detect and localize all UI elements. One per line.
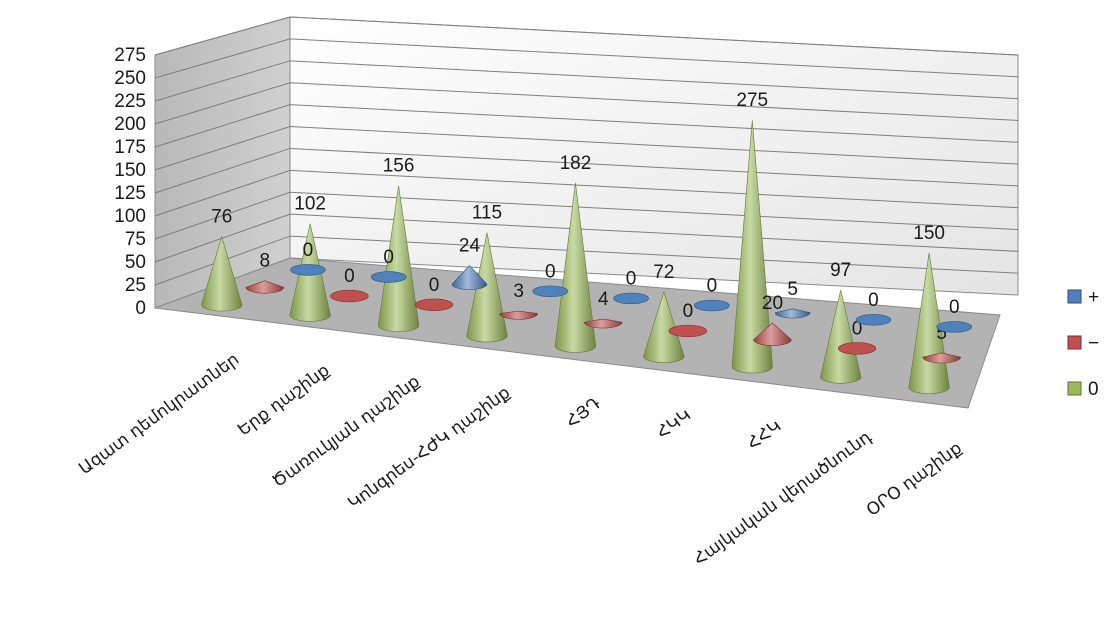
data-label: 4	[598, 289, 609, 310]
y-tick-label: 100	[114, 206, 146, 227]
data-label: 0	[949, 297, 960, 318]
data-label: 275	[736, 90, 768, 111]
gridline	[154, 38, 1019, 79]
gridlines	[154, 16, 1019, 286]
data-label: 156	[383, 156, 415, 177]
cone-mark	[668, 324, 708, 338]
legend-item: +	[1067, 287, 1099, 308]
data-label: 0	[626, 268, 637, 289]
cone-mark	[922, 352, 961, 364]
cone-mark	[774, 308, 811, 319]
legend-swatch	[1067, 335, 1082, 350]
legend: + − 0	[1067, 287, 1099, 400]
cone-mark	[499, 310, 538, 320]
legend-item: 0	[1067, 379, 1099, 400]
cone-mark	[245, 280, 285, 294]
cone-mark	[370, 271, 407, 283]
data-label: 24	[459, 236, 481, 257]
y-tick-label: 25	[125, 275, 146, 296]
gridline	[154, 60, 1019, 102]
legend-label: −	[1088, 333, 1099, 354]
y-tick-label: 0	[135, 298, 146, 319]
gridline	[154, 16, 1019, 56]
cone-mark	[201, 235, 243, 312]
cone-mark	[377, 185, 420, 333]
data-label: 0	[344, 266, 355, 287]
cone-mark	[451, 265, 488, 290]
data-label: 0	[429, 275, 440, 296]
cone-mark	[414, 298, 454, 311]
y-tick-label: 175	[114, 137, 146, 158]
y-tick-label: 225	[114, 91, 146, 112]
data-label: 97	[830, 260, 851, 281]
data-label: 182	[560, 153, 592, 174]
data-label: 150	[913, 223, 945, 244]
x-category-label: Ազատ դեմոկրատներ	[75, 349, 243, 479]
data-label: 20	[762, 293, 783, 314]
y-tick-label: 125	[114, 183, 146, 204]
y-tick-label: 50	[125, 252, 146, 273]
cone-mark	[613, 292, 649, 305]
gridline	[154, 235, 1019, 286]
y-tick-label: 75	[125, 229, 146, 250]
data-label: 0	[683, 301, 694, 322]
cone-mark	[584, 318, 623, 329]
data-label: 0	[545, 261, 556, 282]
cone-mark	[290, 264, 326, 276]
data-label: 102	[294, 194, 326, 215]
data-label: 0	[383, 247, 394, 268]
legend-swatch	[1067, 289, 1082, 304]
data-label: 76	[211, 207, 232, 228]
x-category-label: Երք դաշինք	[234, 361, 333, 441]
cone-mark	[837, 342, 877, 355]
x-category-label: Հայկական վերածնունդ	[690, 427, 876, 570]
x-category-label: ՕՐՕ դաշինք	[863, 438, 966, 520]
y-tick-label: 200	[114, 114, 146, 135]
gridline	[154, 82, 1019, 125]
cone-mark	[554, 182, 597, 353]
data-label: 72	[653, 262, 674, 283]
gridline	[154, 104, 1019, 148]
data-label: 0	[852, 318, 863, 339]
gridline	[154, 126, 1019, 171]
gridline	[154, 191, 1019, 240]
cone-mark	[694, 299, 730, 312]
data-label: 115	[472, 203, 502, 224]
x-category-label: ՀՀԿ	[744, 416, 786, 454]
data-label: 0	[868, 290, 879, 311]
legend-item: −	[1067, 333, 1099, 354]
legend-label: +	[1088, 287, 1099, 308]
cone-mark	[855, 314, 892, 326]
data-label: 5	[787, 279, 798, 300]
data-label: 0	[303, 240, 314, 261]
cone-mark	[731, 120, 773, 374]
y-tick-label: 250	[114, 68, 146, 89]
legend-label: 0	[1088, 379, 1099, 400]
cone-mark	[643, 290, 685, 363]
gridline	[154, 213, 1019, 263]
cone-mark	[936, 321, 973, 333]
data-label: 3	[513, 281, 524, 302]
cone-mark	[330, 289, 369, 303]
gridline	[154, 147, 1019, 194]
data-label: 0	[707, 276, 718, 297]
data-label: 8	[260, 251, 271, 272]
cone-mark	[820, 290, 862, 384]
legend-swatch	[1067, 381, 1082, 396]
data-label: 5	[936, 323, 947, 344]
x-category-label: ՀԿԿ	[653, 405, 695, 443]
x-category-label: ՀՅԴ	[562, 394, 604, 432]
y-tick-label: 150	[114, 160, 146, 181]
cone-mark	[753, 322, 792, 346]
cone-mark	[532, 285, 569, 298]
cone-mark	[466, 232, 508, 343]
gridline	[154, 169, 1019, 217]
y-tick-label: 275	[114, 45, 146, 66]
